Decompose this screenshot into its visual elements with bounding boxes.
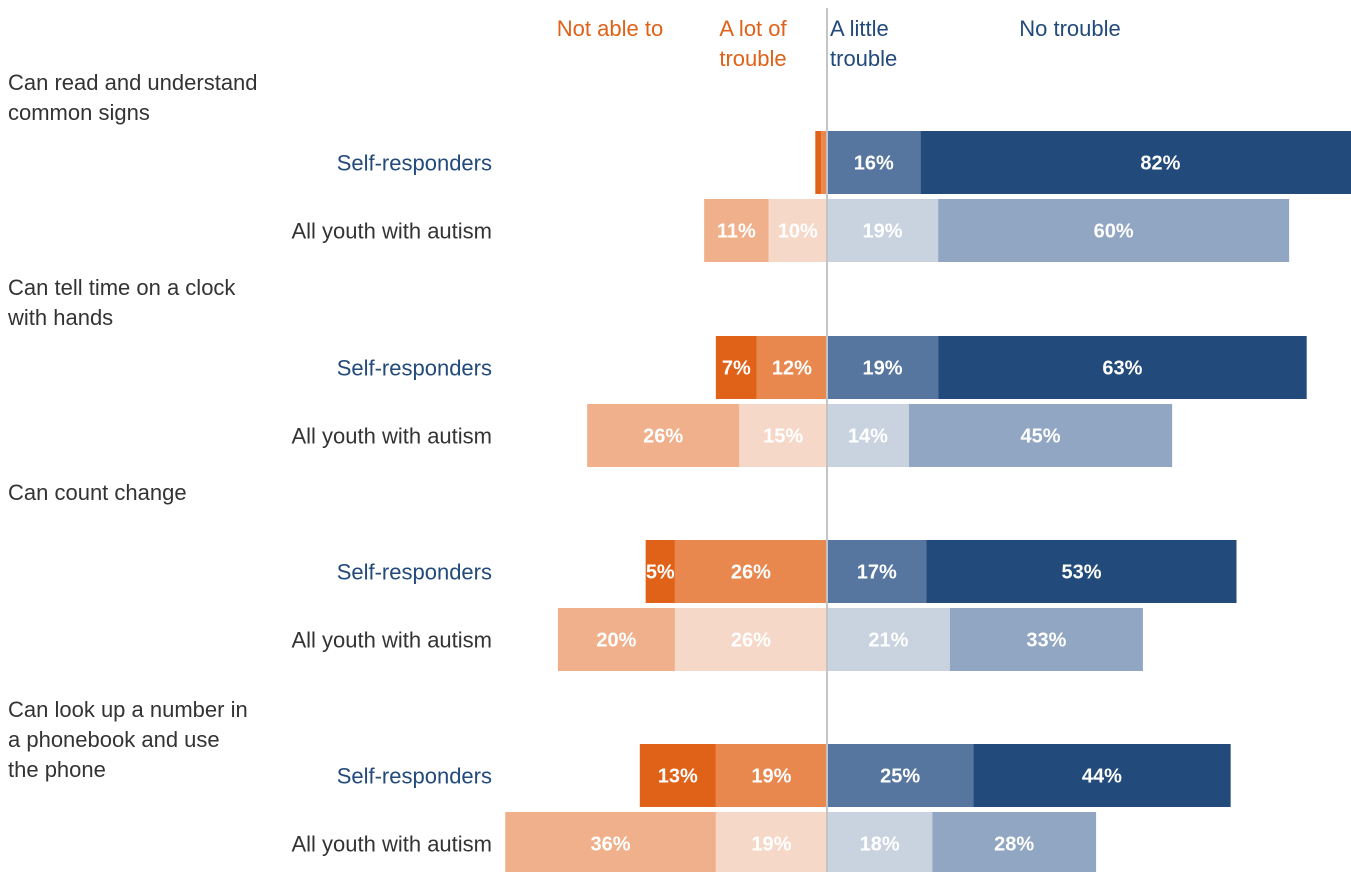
bar-segment xyxy=(704,199,769,262)
data-label: 20% xyxy=(596,630,636,652)
item-title: the phone xyxy=(8,757,106,782)
data-label: 18% xyxy=(860,834,900,856)
bar-segment xyxy=(827,744,974,807)
bar-segment xyxy=(715,336,757,399)
bar-segment xyxy=(827,336,939,399)
data-label: 21% xyxy=(868,630,908,652)
bar-segment xyxy=(827,540,927,603)
data-label: 19% xyxy=(863,221,903,243)
legend-not-able-to: Not able to xyxy=(557,16,663,41)
data-label: 16% xyxy=(854,153,894,175)
item-title: Can read and understand xyxy=(8,70,258,95)
bar-segment xyxy=(827,812,933,872)
data-label: 33% xyxy=(1026,630,1066,652)
data-label: 19% xyxy=(751,766,791,788)
data-label: 53% xyxy=(1061,562,1101,584)
bar-segment xyxy=(639,744,716,807)
bar-segment xyxy=(926,540,1237,603)
data-label: 63% xyxy=(1102,358,1142,380)
group-label: Self-responders xyxy=(337,151,492,176)
data-label: 15% xyxy=(763,426,803,448)
data-label: 28% xyxy=(994,834,1034,856)
item-title: Can look up a number in xyxy=(8,697,248,722)
item-title: Can count change xyxy=(8,480,187,505)
data-label: 26% xyxy=(643,426,683,448)
data-label: 7% xyxy=(722,358,751,380)
data-label: 13% xyxy=(658,766,698,788)
data-label: 26% xyxy=(731,630,771,652)
bar-segment xyxy=(949,608,1143,671)
bar-segment xyxy=(505,812,716,872)
legend-a-lot-of-trouble: A lot of xyxy=(719,16,787,41)
data-label: 44% xyxy=(1082,766,1122,788)
bar-segment xyxy=(827,404,909,467)
legend-a-little-trouble: A little xyxy=(830,16,889,41)
bar-segment xyxy=(587,404,740,467)
item-title: a phonebook and use xyxy=(8,727,220,752)
bar-segment xyxy=(827,131,921,194)
bar-segment xyxy=(938,199,1290,262)
data-label: 11% xyxy=(717,221,756,243)
bar-segment xyxy=(815,131,822,194)
bar-segment xyxy=(908,404,1173,467)
data-label: 17% xyxy=(857,562,897,584)
group-label: All youth with autism xyxy=(291,424,492,449)
bar-segment xyxy=(973,744,1231,807)
data-label: 19% xyxy=(751,834,791,856)
item-title: common signs xyxy=(8,100,150,125)
bar-segment xyxy=(674,540,827,603)
bar-segment xyxy=(827,608,950,671)
data-label: 45% xyxy=(1021,426,1061,448)
bar-segment xyxy=(756,336,827,399)
legend-a-lot-of-trouble: trouble xyxy=(719,46,786,71)
bar-segment xyxy=(715,744,827,807)
data-label: 26% xyxy=(731,562,771,584)
bar-segment xyxy=(827,199,939,262)
group-label: All youth with autism xyxy=(291,219,492,244)
bar-segment xyxy=(932,812,1097,872)
item-title: Can tell time on a clock xyxy=(8,275,236,300)
data-label: 19% xyxy=(863,358,903,380)
data-label: 12% xyxy=(772,358,812,380)
bar-segment xyxy=(821,131,827,194)
legend-no-trouble: No trouble xyxy=(1019,16,1121,41)
data-label: 10% xyxy=(778,221,818,243)
group-label: Self-responders xyxy=(337,764,492,789)
bar-segment xyxy=(645,540,675,603)
bar-segment xyxy=(739,404,827,467)
group-label: All youth with autism xyxy=(291,628,492,653)
bar-segment xyxy=(674,608,827,671)
data-label: 14% xyxy=(848,426,888,448)
group-label: Self-responders xyxy=(337,356,492,381)
bar-segment xyxy=(920,131,1351,194)
bar-segment xyxy=(768,199,827,262)
data-label: 82% xyxy=(1140,153,1180,175)
legend-a-little-trouble: trouble xyxy=(830,46,897,71)
bar-segment xyxy=(715,812,827,872)
data-label: 5% xyxy=(646,562,675,584)
data-label: 60% xyxy=(1094,221,1134,243)
item-title: with hands xyxy=(7,305,113,330)
group-label: All youth with autism xyxy=(291,832,492,857)
data-label: 36% xyxy=(591,834,631,856)
bar-segment xyxy=(938,336,1307,399)
data-label: 25% xyxy=(880,766,920,788)
group-label: Self-responders xyxy=(337,560,492,585)
bar-segment xyxy=(557,608,675,671)
